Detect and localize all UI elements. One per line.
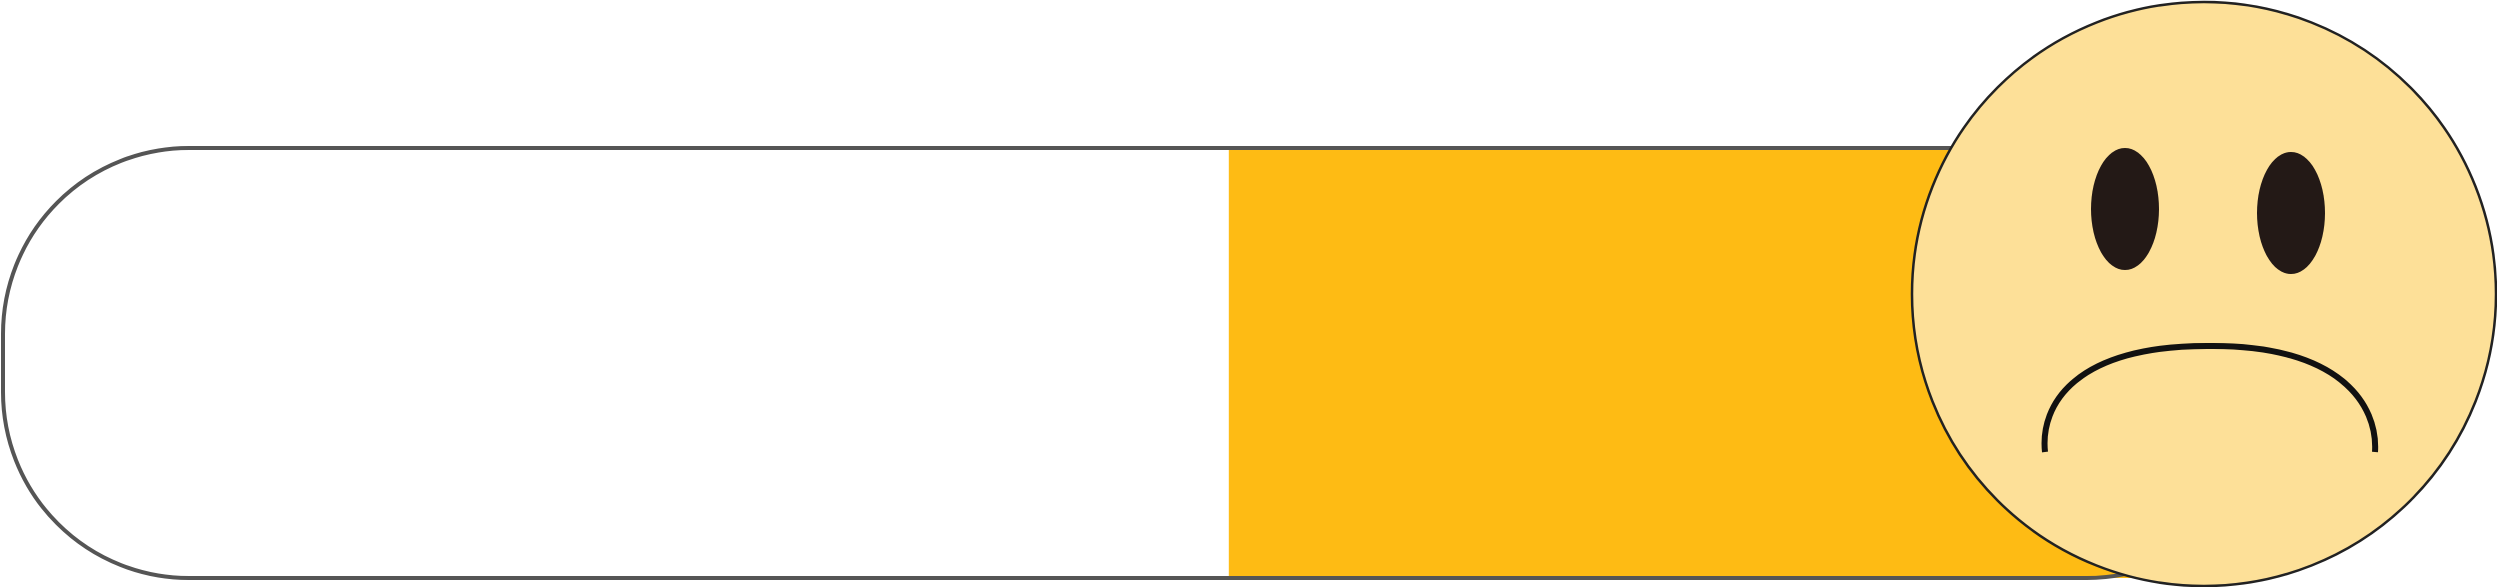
frown-mouth: [2041, 342, 2379, 453]
right-eye: [2257, 152, 2325, 274]
face-circle: [1910, 0, 2497, 587]
left-eye: [2091, 148, 2159, 270]
sad-face-icon: [1910, 0, 2497, 587]
